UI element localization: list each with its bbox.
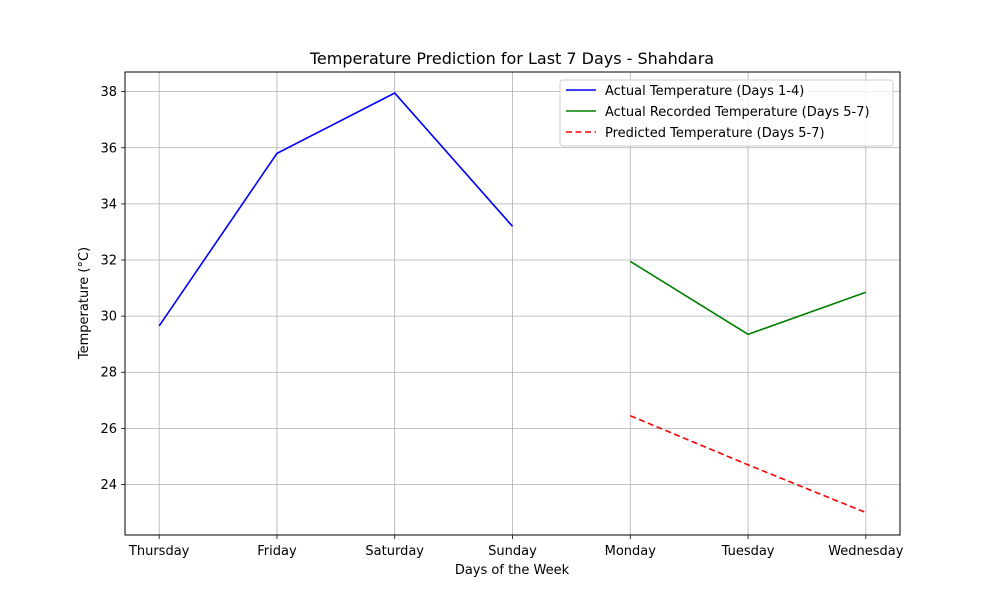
series-lines <box>158 92 867 514</box>
y-tick-label: 24 <box>100 478 117 493</box>
series-line-2 <box>629 260 867 336</box>
y-tick-label: 30 <box>100 310 117 325</box>
x-tick-label: Friday <box>257 544 297 559</box>
y-tick-label: 38 <box>100 85 117 100</box>
series-line-1 <box>158 92 514 327</box>
y-tick-label: 32 <box>100 254 117 269</box>
y-tick-label: 28 <box>100 366 117 381</box>
legend: Actual Temperature (Days 1-4) Actual Reco… <box>559 79 894 147</box>
x-axis-label: Days of the Week <box>455 563 570 578</box>
x-axis-ticks: Thursday Friday Saturday Sunday Monday Tuesda… <box>128 535 904 559</box>
x-tick-label: Thursday <box>128 544 190 559</box>
legend-label-2: Actual Recorded Temperature (Days 5-7) <box>605 105 870 120</box>
chart-title: Temperature Prediction for Last 7 Days -… <box>309 49 714 68</box>
x-tick-label: Monday <box>605 544 657 559</box>
y-tick-label: 26 <box>100 422 117 437</box>
series-line-3 <box>629 415 867 514</box>
x-tick-label: Sunday <box>488 544 537 559</box>
y-axis-label: Temperature (°C) <box>77 247 92 360</box>
y-tick-label: 36 <box>100 141 117 156</box>
y-axis-ticks: 24 26 28 30 32 34 36 38 <box>100 85 125 493</box>
x-tick-label: Saturday <box>365 544 424 559</box>
legend-label-1: Actual Temperature (Days 1-4) <box>605 84 804 99</box>
y-tick-label: 34 <box>100 197 117 212</box>
legend-label-3: Predicted Temperature (Days 5-7) <box>605 126 825 141</box>
legend-box <box>559 79 894 147</box>
x-tick-label: Tuesday <box>721 544 775 559</box>
x-tick-label: Wednesday <box>828 544 904 559</box>
grid-lines <box>125 72 900 535</box>
